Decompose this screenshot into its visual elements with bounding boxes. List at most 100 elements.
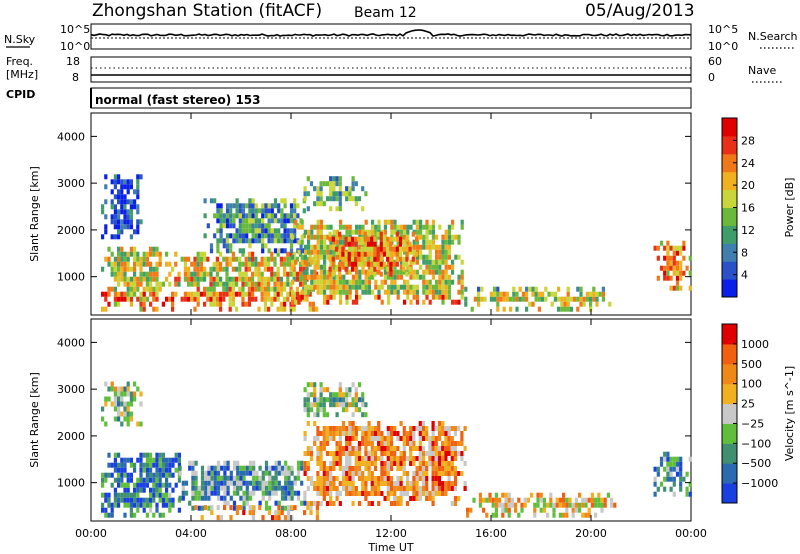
- data-cell: [464, 301, 468, 307]
- data-cell: [398, 236, 403, 242]
- data-cell: [357, 407, 362, 413]
- data-cell: [241, 218, 246, 224]
- data-cell: [136, 477, 140, 483]
- data-cell: [573, 296, 577, 302]
- data-cell: [254, 223, 258, 229]
- data-cell: [149, 276, 153, 282]
- data-cell: [126, 276, 130, 282]
- data-cell: [386, 496, 390, 501]
- data-cell: [126, 406, 130, 412]
- data-cell: [341, 426, 346, 431]
- data-cell: [380, 436, 384, 441]
- data-cell: [274, 460, 278, 466]
- data-cell: [255, 485, 259, 491]
- data-cell: [370, 501, 374, 506]
- freq-left-tick-bottom: 8: [72, 71, 79, 84]
- data-cell: [270, 208, 274, 214]
- data-cell: [422, 244, 426, 250]
- data-cell: [325, 431, 330, 436]
- data-cell: [136, 179, 140, 185]
- data-cell: [158, 261, 162, 267]
- data-cell: [354, 402, 358, 408]
- data-cell: [206, 291, 210, 297]
- data-cell: [219, 306, 223, 312]
- data-cell: [319, 382, 323, 388]
- data-cell: [329, 491, 333, 496]
- cpid-text: normal (fast stereo) 153: [95, 93, 261, 107]
- data-cell: [422, 274, 426, 280]
- data-cell: [158, 497, 162, 503]
- data-cell: [316, 491, 320, 496]
- data-cell: [232, 485, 237, 491]
- data-cell: [289, 248, 294, 254]
- data-cell: [345, 491, 349, 496]
- data-cell: [361, 456, 365, 461]
- data-cell: [110, 386, 114, 392]
- data-cell: [367, 284, 371, 290]
- data-cell: [120, 391, 124, 397]
- data-cell: [165, 467, 169, 473]
- data-cell: [370, 251, 374, 257]
- data-cell: [382, 236, 387, 242]
- data-cell: [409, 456, 413, 461]
- data-cell: [310, 284, 314, 290]
- data-cell: [376, 231, 380, 237]
- data-cell: [507, 497, 511, 503]
- data-cell: [345, 466, 349, 471]
- data-cell: [418, 446, 422, 451]
- data-cell: [351, 402, 355, 408]
- x-tick-label: 20:00: [575, 527, 607, 540]
- data-cell: [223, 470, 227, 476]
- data-cell: [592, 291, 596, 297]
- data-cell: [145, 497, 149, 503]
- data-cell: [251, 276, 255, 282]
- data-cell: [142, 286, 146, 292]
- data-cell: [319, 387, 323, 393]
- data-cell: [117, 296, 121, 302]
- data-cell: [145, 281, 149, 287]
- colorbar-swatch: [722, 243, 737, 262]
- data-cell: [406, 289, 410, 295]
- data-cell: [303, 229, 307, 235]
- data-cell: [136, 261, 140, 267]
- data-cell: [273, 291, 277, 297]
- data-cell: [263, 256, 267, 262]
- data-cell: [688, 270, 692, 276]
- data-cell: [216, 485, 221, 491]
- data-cell: [133, 497, 137, 503]
- data-cell: [203, 271, 207, 277]
- data-cell: [669, 265, 673, 271]
- data-cell: [504, 507, 508, 513]
- data-cell: [496, 301, 500, 307]
- data-cell: [339, 244, 343, 250]
- data-cell: [409, 249, 413, 255]
- data-cell: [247, 276, 251, 282]
- data-cell: [126, 502, 130, 508]
- data-cell: [403, 239, 407, 245]
- data-cell: [361, 431, 365, 436]
- data-cell: [335, 249, 339, 255]
- data-cell: [274, 480, 278, 486]
- data-cell: [393, 224, 397, 230]
- data-cell: [402, 491, 406, 496]
- data-cell: [158, 457, 162, 463]
- data-cell: [563, 306, 567, 312]
- data-region: [194, 505, 319, 521]
- data-cell: [402, 266, 406, 272]
- data-cell: [113, 467, 117, 473]
- data-cell: [120, 246, 124, 252]
- data-cell: [303, 387, 307, 393]
- data-cell: [287, 470, 291, 476]
- data-cell: [133, 261, 137, 267]
- data-cell: [451, 219, 455, 225]
- data-cell: [584, 497, 588, 503]
- data-cell: [120, 179, 124, 185]
- data-cell: [199, 261, 203, 267]
- data-cell: [422, 254, 426, 260]
- data-cell: [663, 476, 667, 482]
- data-cell: [360, 256, 364, 262]
- data-cell: [120, 184, 124, 190]
- data-cell: [470, 306, 474, 312]
- data-cell: [418, 486, 422, 491]
- data-cell: [453, 446, 458, 451]
